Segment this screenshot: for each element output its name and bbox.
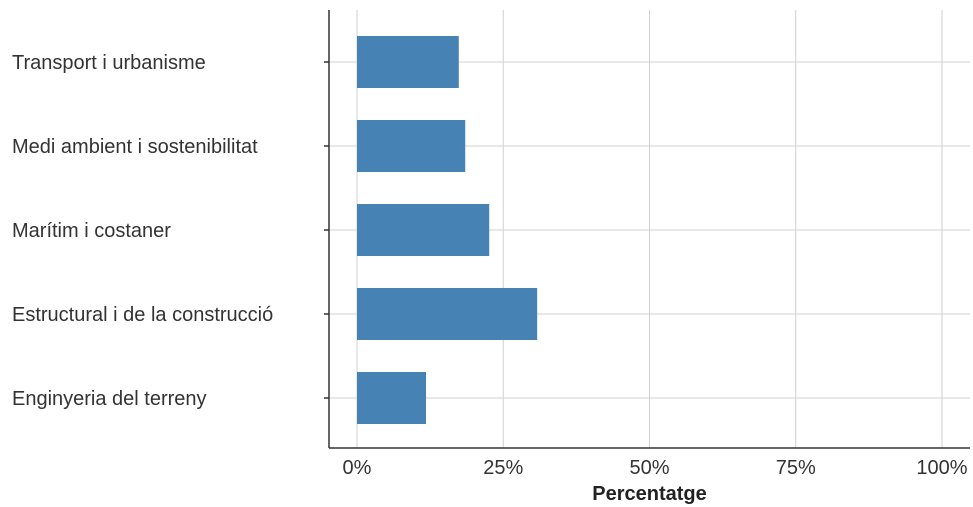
- bar: [357, 288, 538, 340]
- x-tick-label: 25%: [483, 457, 523, 479]
- x-tick-label: 100%: [916, 457, 967, 479]
- x-axis-title: Percentatge: [592, 483, 707, 505]
- category-label: Marítim i costaner: [12, 220, 171, 242]
- bar: [357, 204, 490, 256]
- category-label: Enginyeria del terreny: [12, 388, 207, 410]
- category-label: Transport i urbanisme: [12, 52, 206, 74]
- category-label: Estructural i de la construcció: [12, 304, 273, 326]
- x-tick-label: 50%: [629, 457, 669, 479]
- category-labels: Transport i urbanisme Medi ambient i sost…: [12, 52, 273, 410]
- x-tick-label: 0%: [343, 457, 372, 479]
- x-tick-labels: 0% 25% 50% 75% 100%: [343, 457, 968, 479]
- x-tick-label: 75%: [776, 457, 816, 479]
- axes: [324, 10, 970, 449]
- bar: [357, 120, 466, 172]
- bars: [357, 36, 538, 424]
- bar: [357, 372, 427, 424]
- category-label: Medi ambient i sostenibilitat: [12, 136, 258, 158]
- bar: [357, 36, 459, 88]
